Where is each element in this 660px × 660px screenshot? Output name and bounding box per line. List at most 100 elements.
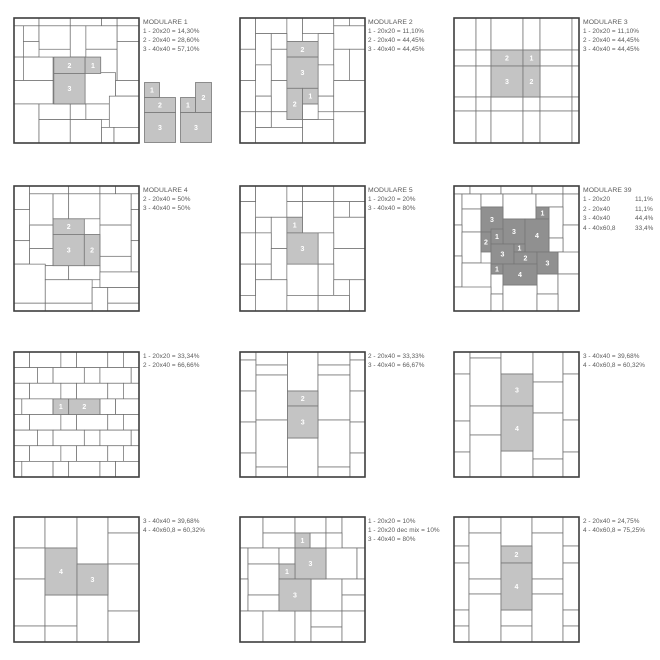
tile [13, 351, 30, 368]
pattern-title: MODULARE 3 [583, 19, 628, 26]
tile [239, 295, 256, 312]
pattern-title: MODULARE 1 [143, 19, 188, 26]
tile-size-label: 2 [202, 95, 206, 102]
tile [255, 232, 272, 265]
tile [37, 429, 54, 447]
tile-size-label: 2 [90, 248, 94, 255]
tile-size-label: 2 [82, 404, 86, 411]
tile [571, 49, 580, 67]
tile-mix-line: 2 - 20x40 = 50% [143, 196, 191, 203]
tile [469, 357, 502, 407]
tile [349, 359, 366, 392]
tile-size-label: 1 [186, 103, 190, 110]
tile [44, 625, 78, 643]
tile [239, 421, 257, 454]
tile [239, 232, 256, 265]
tile-size-label: 2 [68, 63, 72, 70]
tile-size-label: 2 [67, 224, 71, 231]
tile [453, 65, 477, 98]
highlighted-tile [144, 112, 176, 143]
tile-size-label: 4 [518, 272, 522, 279]
tile [522, 96, 541, 112]
tile [349, 201, 366, 218]
tile [557, 251, 580, 275]
tile [255, 64, 272, 97]
tile [239, 80, 256, 113]
tile [325, 547, 358, 580]
tile-size-label: 3 [505, 79, 509, 86]
tile [480, 193, 504, 208]
tile-size-label: 2 [505, 56, 509, 63]
highlighted-tile [302, 87, 319, 105]
pattern-legend: MODULARE 2 1 - 20x20 = 11,10% 2 - 20x40 = … [368, 18, 425, 54]
tile [115, 80, 140, 97]
tile [286, 295, 319, 312]
tile [29, 193, 54, 226]
tile [123, 351, 140, 368]
tile [76, 414, 109, 431]
tile [60, 414, 77, 431]
tile [130, 429, 140, 447]
tile [255, 263, 272, 281]
highlighted-tile [286, 56, 319, 89]
tile [490, 273, 504, 295]
tile-mix-line: 2 - 20x40 = 33,33% [368, 353, 425, 360]
tile [29, 445, 62, 462]
tile-size-label: 3 [512, 229, 516, 236]
tile [99, 224, 132, 257]
tile [85, 103, 110, 120]
tile [349, 452, 366, 478]
highlighted-tile [536, 251, 559, 275]
tile [557, 273, 580, 312]
tile-size-label: 1 [530, 56, 534, 63]
tile-size: 2 - 20x40 [583, 205, 611, 213]
tile [99, 367, 132, 384]
tile [500, 351, 534, 375]
tile [453, 420, 471, 453]
tile [349, 17, 366, 27]
tile-pattern-drawing: 34 [453, 351, 580, 478]
tile-mix-line: 2 - 20x40 = 28,60% [143, 37, 200, 44]
tile-pattern-drawing: 2 1 3 [13, 17, 140, 144]
tile [68, 193, 101, 220]
tile [475, 49, 492, 67]
tile [531, 578, 564, 595]
tile [116, 25, 140, 42]
tile-mix-line: 2 - 20x40 = 66,66% [143, 362, 200, 369]
tile [38, 103, 71, 120]
tile-size-label: 3 [301, 420, 305, 427]
tile-size-label: 3 [490, 217, 494, 224]
tile [69, 25, 87, 58]
tile [101, 17, 118, 27]
tile [468, 578, 502, 595]
tile [99, 429, 132, 447]
tile [29, 351, 62, 368]
tile-pattern-panel: 1 3 1 3 [239, 516, 366, 643]
tile [278, 547, 296, 565]
tile [247, 547, 280, 565]
tile [317, 466, 351, 478]
tile-size-label: 1 [308, 94, 312, 101]
tile-mix-line: 4 - 40x60,8 = 60,32% [143, 527, 205, 534]
tile [130, 367, 140, 384]
tile [44, 302, 93, 312]
tile [130, 209, 140, 242]
tile [107, 563, 140, 612]
tile [468, 516, 502, 534]
tile [333, 48, 350, 81]
tile [475, 65, 492, 98]
tile-mix-line: 3 - 40x40 = 80% [368, 536, 416, 543]
tile [453, 516, 470, 547]
highlighted-tile [53, 73, 86, 105]
tile-mix-line: 3 - 40x40 = 80% [368, 205, 416, 212]
tile [522, 17, 541, 51]
tile-size-label: 2 [524, 256, 528, 263]
tile [349, 390, 366, 423]
tile [453, 49, 477, 67]
tile-mix-line: 1 - 20x20 = 11,10% [583, 28, 640, 35]
tile [60, 382, 77, 400]
tile-size-label: 1 [495, 234, 499, 241]
panel-border [453, 516, 580, 643]
tile [99, 398, 116, 415]
